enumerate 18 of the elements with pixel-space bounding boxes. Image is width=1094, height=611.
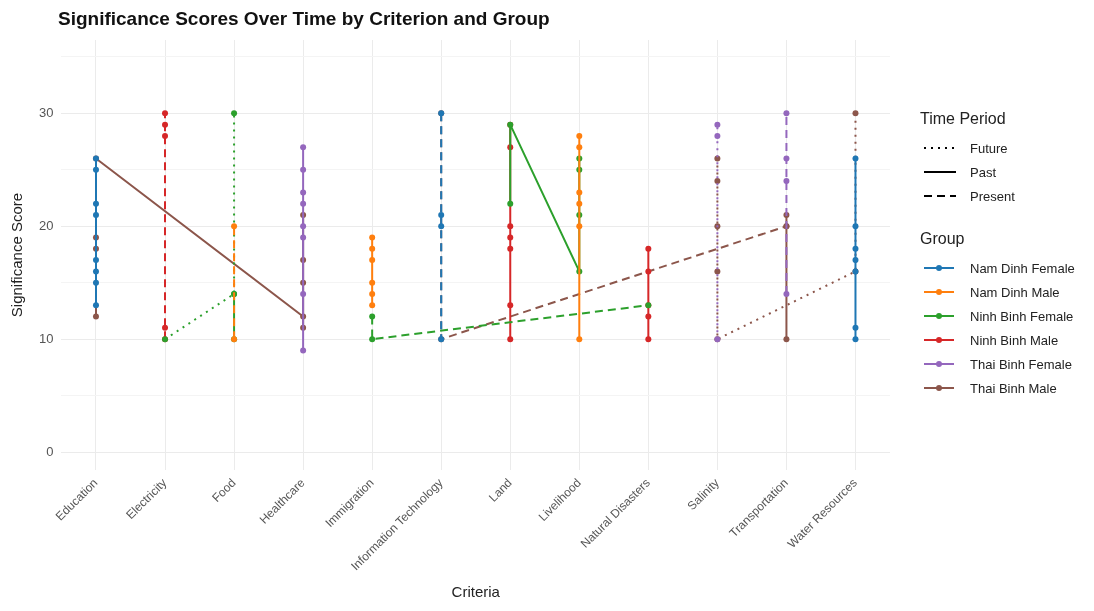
legend-label: Nam Dinh Male xyxy=(970,284,1060,300)
y-axis-title: Significance Score xyxy=(8,192,26,318)
text: Future xyxy=(970,140,1008,156)
legend-label: Thai Binh Female xyxy=(970,356,1072,372)
y-tick-label: 10 xyxy=(38,330,54,346)
y-tick-label: 30 xyxy=(38,104,54,120)
legend-title: Group xyxy=(920,230,966,248)
legend-label: Ninh Binh Male xyxy=(970,332,1059,348)
x-axis-title: Criteria xyxy=(451,583,501,601)
y-tick-label: 0 xyxy=(46,443,54,459)
text: Time Period xyxy=(920,110,1007,128)
legend-label: Ninh Binh Female xyxy=(970,308,1074,324)
y-tick-label: 20 xyxy=(38,217,54,233)
legend-label: Nam Dinh Female xyxy=(970,260,1075,276)
text: Past xyxy=(970,164,997,180)
text: Present xyxy=(970,188,1015,204)
chart-title: Significance Scores Over Time by Criterion and Group xyxy=(58,8,550,30)
legend-label: Thai Binh Male xyxy=(970,380,1057,396)
